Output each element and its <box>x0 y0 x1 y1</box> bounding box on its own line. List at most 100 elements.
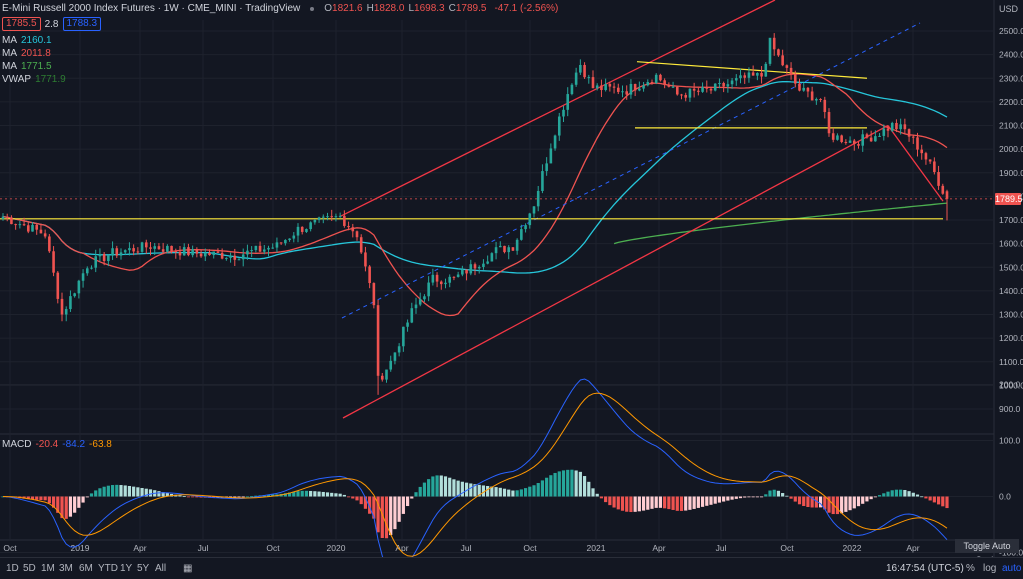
candle-body <box>435 274 439 282</box>
candle-body <box>553 135 557 149</box>
candle-body <box>149 247 152 249</box>
candle-body <box>718 83 721 85</box>
date-range-icon[interactable]: ▦ <box>183 563 193 574</box>
timeframe-1y[interactable]: 1Y <box>120 563 133 574</box>
ohlc-values: O1821.6 H1828.0 L1698.3 C1789.5 <box>324 3 490 14</box>
candle-body <box>747 72 751 78</box>
auto-scale-toggle[interactable]: auto <box>1002 563 1022 574</box>
candle-body <box>153 246 157 249</box>
macd-histogram-bar <box>325 492 330 497</box>
candle-body <box>473 264 477 269</box>
macd-histogram-bar <box>161 492 165 497</box>
macd-histogram-bar <box>616 496 620 510</box>
candle-body <box>334 216 338 218</box>
indicator-row[interactable]: MA 2011.8 <box>2 48 51 59</box>
log-toggle[interactable]: log <box>983 563 997 574</box>
timeframe-1d[interactable]: 1D <box>6 563 19 574</box>
candle-body <box>760 72 763 77</box>
candle-body <box>132 248 135 252</box>
macd-histogram-bar <box>814 496 818 508</box>
ask-price[interactable]: 1788.3 <box>62 17 102 31</box>
macd-histogram-bar <box>397 496 401 522</box>
candle-body <box>35 224 39 230</box>
macd-histogram-bar <box>448 477 452 497</box>
macd-histogram-bar <box>608 496 612 506</box>
macd-histogram-bar <box>47 496 51 504</box>
timeframe-ytd[interactable]: YTD <box>98 563 118 574</box>
macd-histogram-bar <box>578 471 582 497</box>
macd-histogram-bar <box>747 496 751 498</box>
currency-label[interactable]: USD <box>999 4 1019 14</box>
macd-histogram-bar <box>296 491 300 497</box>
macd-histogram-bar <box>119 485 123 497</box>
candle-body <box>625 91 629 95</box>
macd-histogram-bar <box>132 486 136 497</box>
macd-histogram-bar <box>869 496 873 500</box>
candle-body <box>267 247 270 250</box>
candle-body <box>216 251 220 253</box>
candle-body <box>465 269 468 274</box>
symbol-title[interactable]: E-Mini Russell 2000 Index Futures · 1W ·… <box>2 3 301 14</box>
candle-body <box>161 249 165 252</box>
macd-histogram-bar <box>658 496 663 508</box>
candle-body <box>911 136 915 138</box>
candle-body <box>48 236 51 252</box>
candle-body <box>43 233 47 237</box>
macd-histogram-bar <box>696 496 700 508</box>
macd-histogram-bar <box>250 496 254 497</box>
clock-time[interactable]: 16:47:54 (UTC-5) <box>886 563 964 574</box>
candle-body <box>439 281 443 285</box>
candle-body <box>903 124 907 130</box>
macd-histogram-bar <box>342 494 346 497</box>
ohlc-c-key: C <box>448 3 456 14</box>
macd-histogram-bar <box>848 496 852 511</box>
macd-histogram-bar <box>431 476 435 497</box>
candle-body <box>503 245 506 253</box>
candle-body <box>52 251 55 273</box>
percent-toggle[interactable]: % <box>966 563 975 574</box>
macd-histogram-bar <box>30 496 35 500</box>
timeframe-all[interactable]: All <box>155 563 167 574</box>
macd-histogram-bar <box>363 496 368 509</box>
macd-histogram-bar <box>85 496 89 498</box>
candle-body <box>203 252 207 257</box>
macd-histogram-bar <box>709 496 713 505</box>
candle-body <box>237 259 241 261</box>
candle-body <box>591 77 595 89</box>
channel-mid-dashed-line <box>341 22 921 319</box>
indicator-row[interactable]: VWAP 1771.9 <box>2 74 66 85</box>
candle-body <box>764 63 768 77</box>
candle-body <box>937 172 940 186</box>
bid-price[interactable]: 1785.5 <box>2 17 41 31</box>
ohlc-o-value: 1821.6 <box>332 3 363 14</box>
macd-histogram-bar <box>755 496 759 498</box>
time-tick-label: 2021 <box>587 543 606 553</box>
macd-histogram-bar <box>68 496 73 517</box>
macd-histogram-bar <box>911 492 915 497</box>
macd-histogram-bar <box>566 469 570 497</box>
macd-histogram-bar <box>435 475 439 497</box>
timeframe-1m[interactable]: 1M <box>41 563 55 574</box>
macd-histogram-bar <box>359 496 363 505</box>
candle-body <box>836 135 839 140</box>
macd-histogram-bar <box>507 489 511 497</box>
candle-body <box>85 268 89 274</box>
macd-histogram-bar <box>191 496 195 498</box>
macd-histogram-bar <box>671 496 675 510</box>
timeframe-5d[interactable]: 5D <box>23 563 36 574</box>
candle-body <box>380 375 384 380</box>
indicator-row[interactable]: MA 1771.5 <box>2 61 52 72</box>
ma-green-line <box>613 202 948 245</box>
candle-body <box>646 82 650 86</box>
timeframe-6m[interactable]: 6M <box>79 563 93 574</box>
macd-histogram-bar <box>144 488 148 497</box>
indicator-row[interactable]: MA 2160.1 <box>2 35 52 46</box>
macd-histogram-bar <box>384 496 389 539</box>
timeframe-3m[interactable]: 3M <box>59 563 73 574</box>
time-tick-label: Oct <box>266 543 280 553</box>
macd-histogram-bar <box>254 495 258 497</box>
macd-histogram-bar <box>882 493 886 497</box>
candle-body <box>844 142 848 144</box>
timeframe-5y[interactable]: 5Y <box>137 563 150 574</box>
